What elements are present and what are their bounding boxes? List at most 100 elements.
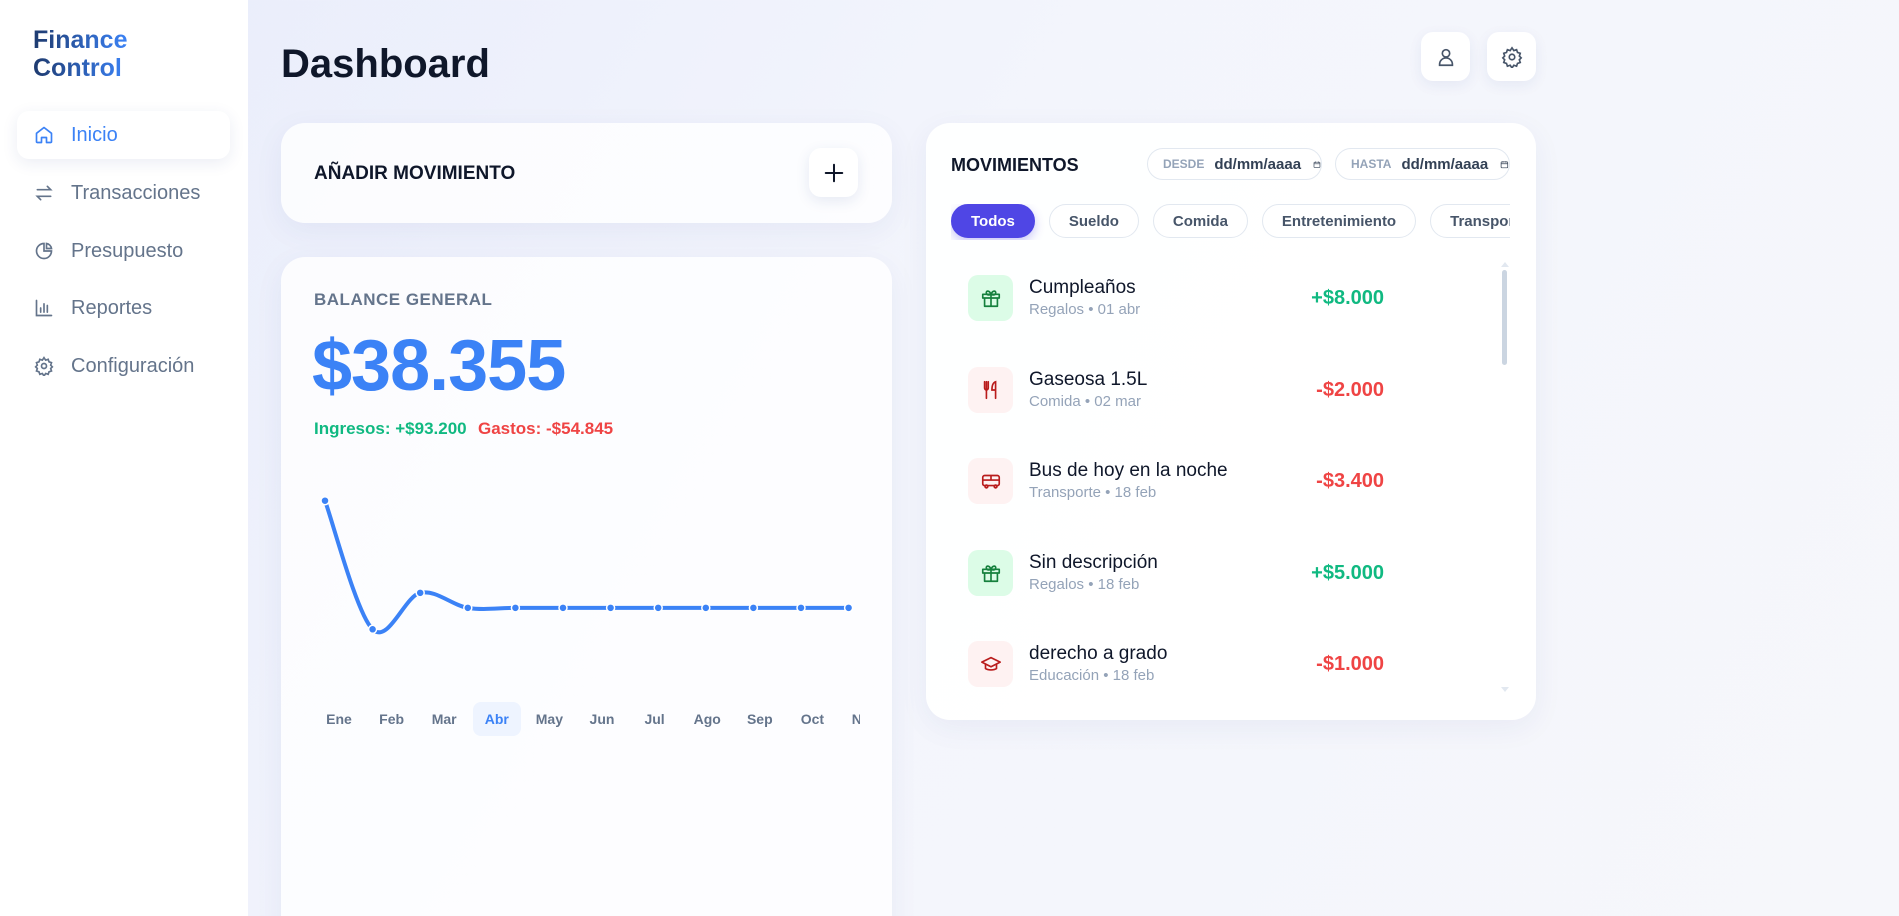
nav-item[interactable]: Transacciones <box>17 169 230 217</box>
nav-label: Presupuesto <box>71 239 184 262</box>
filter-chip[interactable]: Todos <box>951 204 1035 238</box>
movement-row[interactable]: Gaseosa 1.5L Comida • 02 mar -$2.000 <box>968 367 1388 413</box>
category-icon <box>968 367 1013 413</box>
filter-chip[interactable]: Comida <box>1152 204 1248 238</box>
icon <box>1438 48 1453 66</box>
date-to[interactable]: HASTA dd/mm/aaaa <box>1335 148 1510 180</box>
movement-row[interactable]: Sin descripción Regalos • 18 feb +$5.000 <box>968 550 1388 596</box>
month-label[interactable]: Nov <box>851 711 860 727</box>
point <box>843 603 854 613</box>
month-label[interactable]: Sep <box>746 711 773 727</box>
balance-amount: $38.355 <box>312 326 566 406</box>
date-from[interactable]: DESDE dd/mm/aaaa <box>1147 148 1322 180</box>
icon <box>35 242 53 260</box>
icon <box>35 299 53 317</box>
point <box>558 603 568 613</box>
movement-name: Gaseosa 1.5L <box>1029 369 1148 390</box>
movement-name: Cumpleaños <box>1029 277 1136 298</box>
category-icon <box>968 458 1013 504</box>
scroll-up[interactable] <box>1500 260 1510 268</box>
movements-title: MOVIMIENTOS <box>951 155 1079 175</box>
icon <box>35 126 53 144</box>
point <box>320 495 330 506</box>
nav-label: Configuración <box>71 354 195 377</box>
brand-line: Control <box>33 54 122 82</box>
month-label[interactable]: May <box>535 711 563 727</box>
movement-amount: +$8.000 <box>1311 287 1384 309</box>
balance-title: BALANCE GENERAL <box>314 290 493 309</box>
point <box>605 603 616 613</box>
movement-amount: +$5.000 <box>1311 562 1384 584</box>
balance-card <box>281 257 892 916</box>
month-label[interactable]: Mar <box>431 711 457 727</box>
movement-meta: Comida • 02 mar <box>1029 393 1141 410</box>
nav-label: Reportes <box>71 296 153 319</box>
filter-chip[interactable]: Sueldo <box>1048 204 1139 238</box>
movement-meta: Educación • 18 feb <box>1029 667 1155 684</box>
movement-amount: -$1.000 <box>1316 653 1384 675</box>
scroll-down[interactable] <box>1500 686 1510 694</box>
movement-row[interactable]: derecho a grado Educación • 18 feb -$1.0… <box>968 641 1388 687</box>
icon <box>1501 45 1522 68</box>
month-label[interactable]: Abr <box>472 702 521 736</box>
filter-chip[interactable]: Transporte <box>1430 204 1510 238</box>
category-icon <box>968 641 1013 687</box>
date-label: HASTA <box>1351 157 1392 171</box>
nav-item[interactable]: Presupuesto <box>17 227 230 275</box>
point <box>367 624 378 635</box>
month-label[interactable]: Feb <box>379 711 405 727</box>
point <box>415 588 425 598</box>
movement-meta: Transporte • 18 feb <box>1029 484 1157 501</box>
nav-item[interactable]: Inicio <box>17 111 230 159</box>
nav-item[interactable]: Reportes <box>17 284 230 332</box>
date-label: DESDE <box>1163 157 1205 171</box>
income: Ingresos: +$93.200 <box>314 419 467 438</box>
month-label[interactable]: Oct <box>800 711 825 727</box>
nav-label: Inicio <box>71 123 118 146</box>
icon <box>35 185 53 201</box>
page-title: Dashboard <box>281 42 490 86</box>
icon <box>824 163 843 182</box>
point <box>510 603 521 613</box>
category-icon <box>968 275 1013 321</box>
filter-chips: Todos Sueldo Comida Entretenimiento Transpor… <box>951 204 1510 240</box>
movement-meta: Regalos • 01 abr <box>1029 301 1141 318</box>
point <box>796 603 806 613</box>
line <box>323 498 851 635</box>
point <box>701 603 711 613</box>
month-label[interactable]: Ene <box>326 711 352 727</box>
profile-button[interactable] <box>1421 32 1470 81</box>
sidebar: Finance Control Inicio Transacciones Pres… <box>0 0 248 916</box>
date-placeholder: dd/mm/aaaa <box>1214 155 1302 173</box>
movement-amount: -$2.000 <box>1316 379 1384 401</box>
month-label[interactable]: Jul <box>644 711 665 727</box>
settings-button[interactable] <box>1487 32 1536 81</box>
month-axis: EneFebMarAbrMayJunJulAgoSepOctNovDic <box>314 702 860 736</box>
add-card <box>281 123 892 223</box>
month-label[interactable]: Ago <box>693 711 721 727</box>
movement-amount: -$3.400 <box>1316 470 1384 492</box>
date-placeholder: dd/mm/aaaa <box>1401 155 1489 173</box>
scrollbar-thumb[interactable] <box>1502 270 1507 365</box>
nav-item[interactable]: Configuración <box>17 342 230 390</box>
add-title: AÑADIR MOVIMIENTO <box>314 163 516 184</box>
month-label[interactable]: Jun <box>589 711 615 727</box>
filter-chip[interactable]: Entretenimiento <box>1261 204 1417 238</box>
point <box>653 603 663 613</box>
nav-label: Transacciones <box>71 181 201 204</box>
icon <box>1313 161 1321 168</box>
movement-name: derecho a grado <box>1029 643 1168 664</box>
brand: Finance Control <box>33 26 127 82</box>
add-button[interactable] <box>809 148 858 197</box>
movement-row[interactable]: Cumpleaños Regalos • 01 abr +$8.000 <box>968 275 1388 321</box>
point <box>463 603 473 613</box>
movement-meta: Regalos • 18 feb <box>1029 576 1140 593</box>
icon <box>1500 160 1509 168</box>
point <box>748 603 759 613</box>
category-icon <box>968 550 1013 596</box>
movement-name: Sin descripción <box>1029 552 1158 573</box>
brand-line: Finance <box>33 26 128 54</box>
movement-name: Bus de hoy en la noche <box>1029 460 1228 481</box>
movement-row[interactable]: Bus de hoy en la noche Transporte • 18 f… <box>968 458 1388 504</box>
